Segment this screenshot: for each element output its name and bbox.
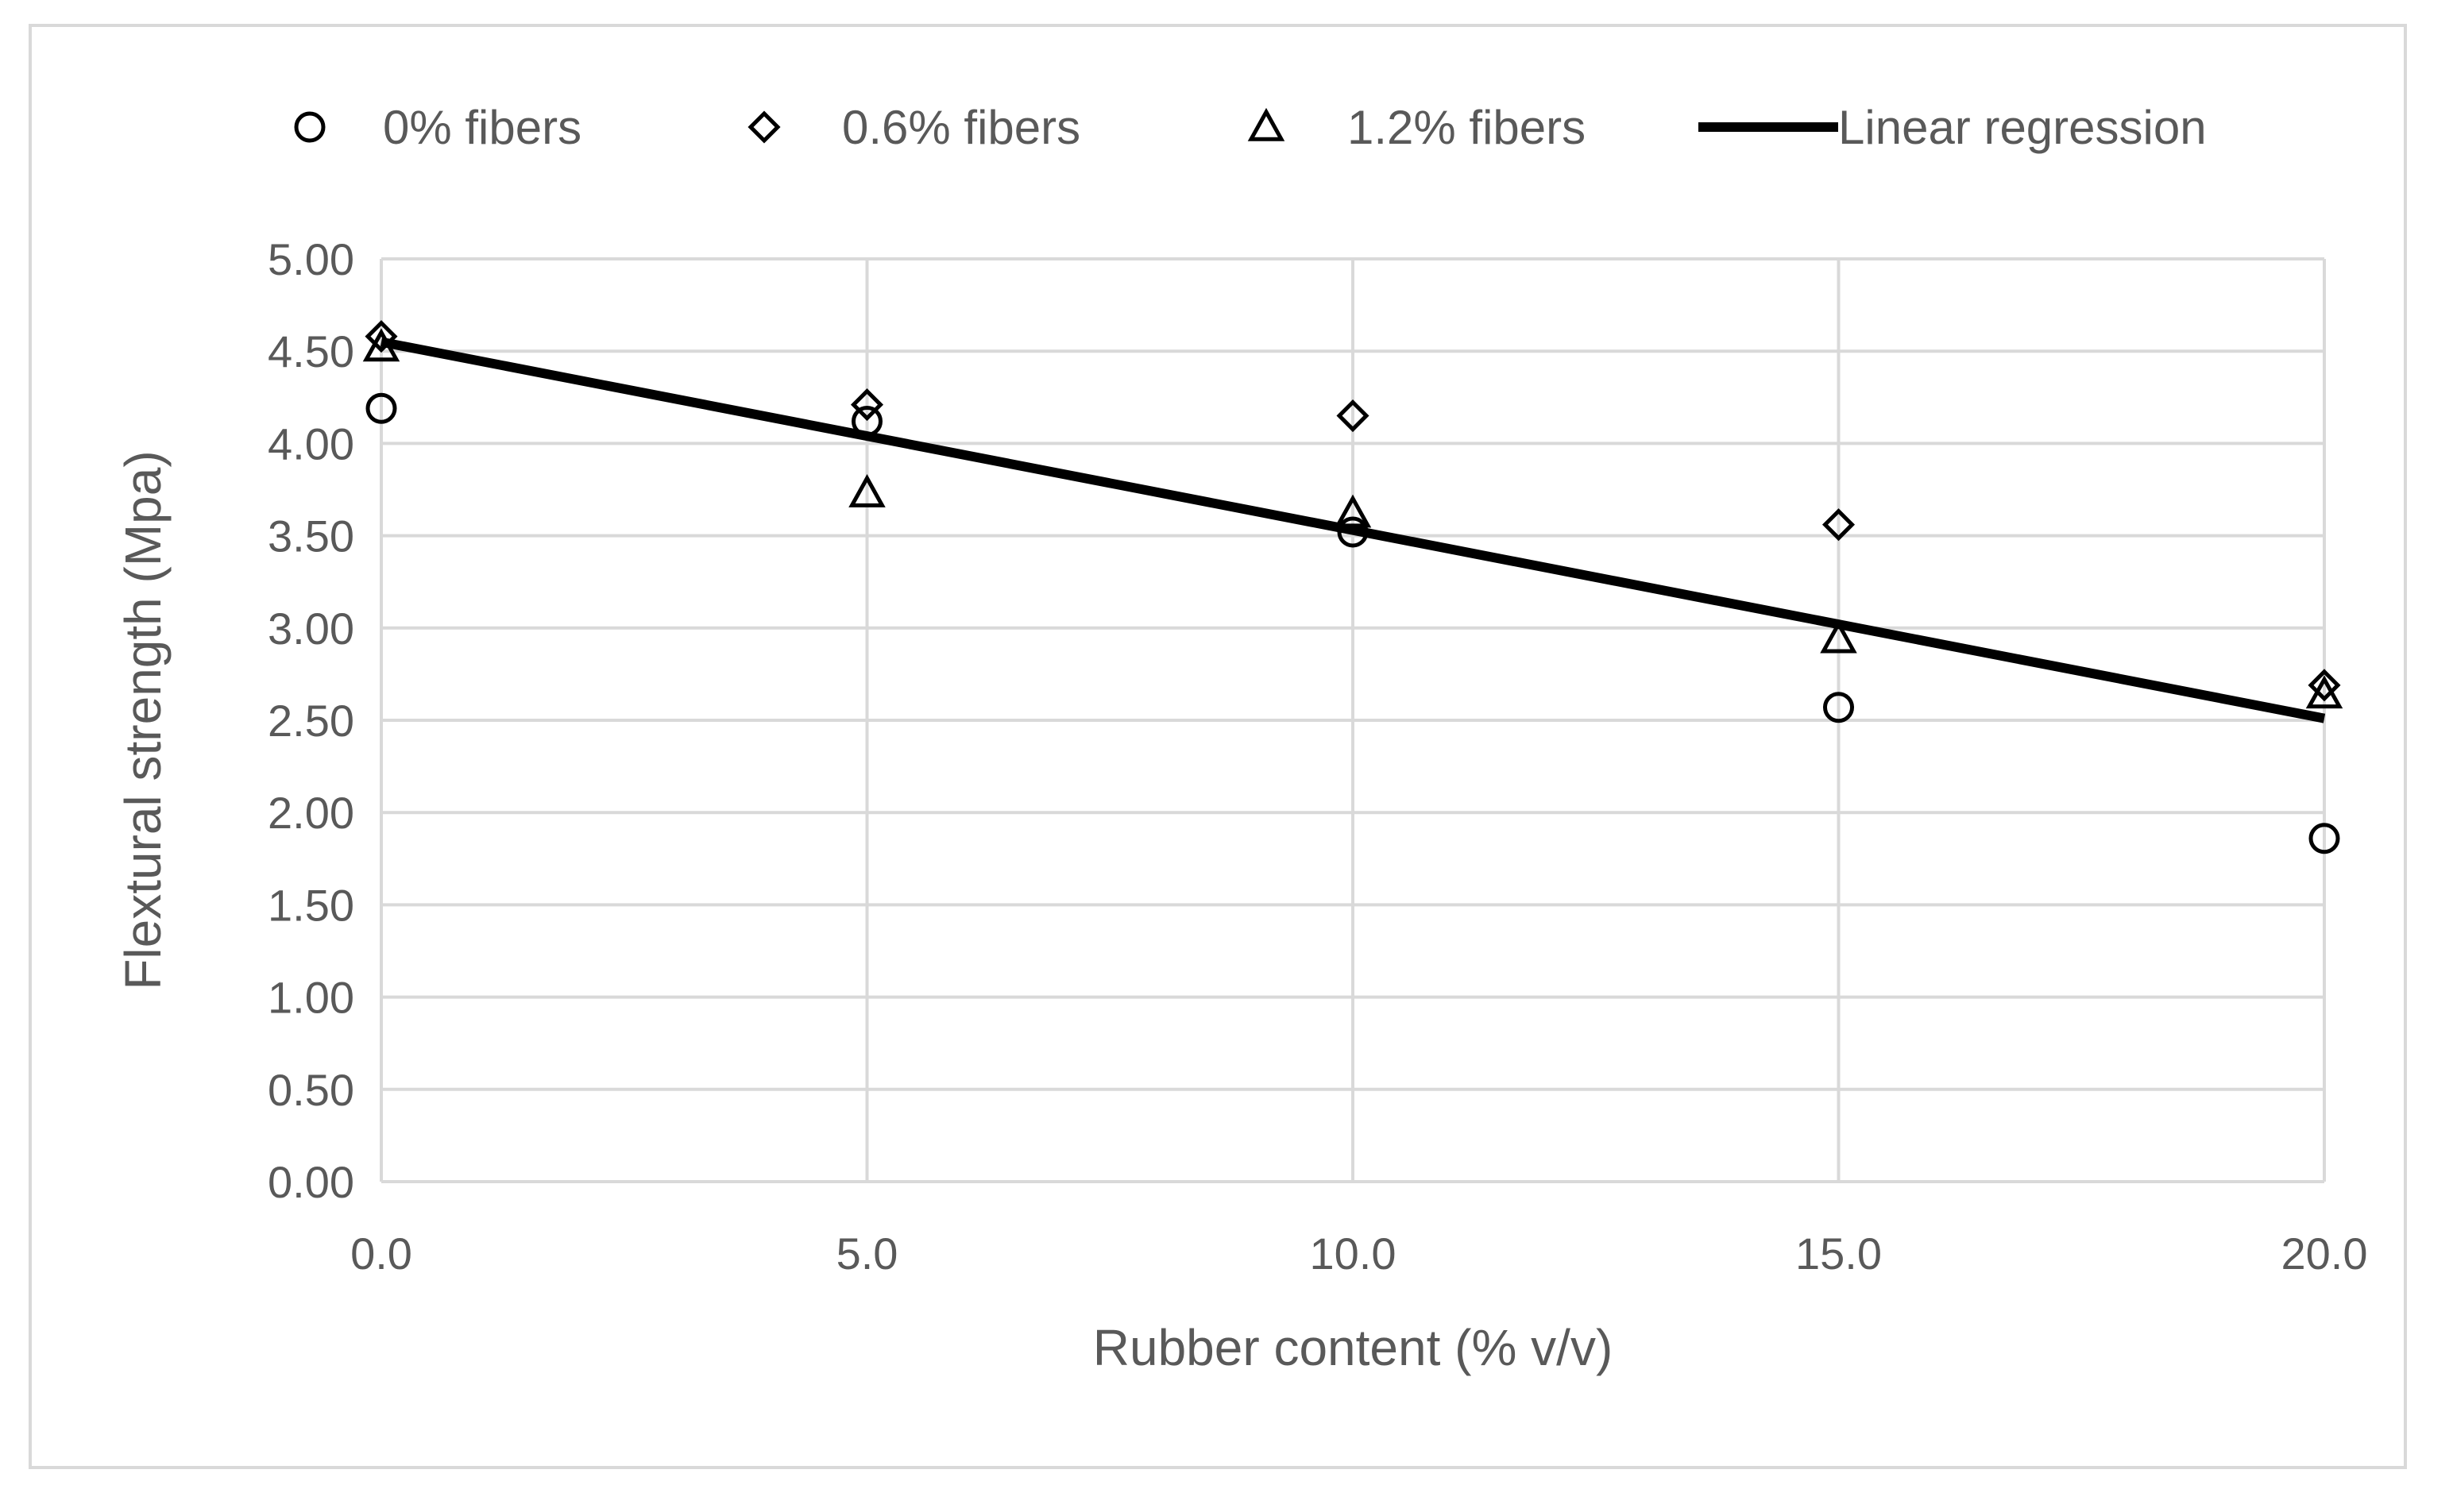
circle-point	[2308, 823, 2340, 854]
y-tick-label: 1.00	[268, 973, 354, 1023]
x-tick-label: 10.0	[1310, 1228, 1396, 1279]
y-tick-label: 0.00	[268, 1157, 354, 1207]
diamond-point	[2308, 669, 2341, 702]
triangle-point	[362, 328, 400, 362]
y-tick-label: 3.00	[268, 604, 354, 654]
legend: 0% fibers 0.6% fibers 1.2% fibers Linear re…	[294, 101, 2207, 154]
grid-layer	[380, 257, 2326, 1183]
y-tick-label: 2.00	[268, 788, 354, 838]
x-tick-label: 15.0	[1795, 1228, 1882, 1279]
y-tick-label: 0.50	[268, 1065, 354, 1115]
circle-point	[1337, 516, 1369, 548]
y-tick-label: 3.50	[268, 511, 354, 561]
diamond-point	[1821, 508, 1856, 542]
circle-point	[1823, 692, 1854, 723]
triangle-point	[2305, 675, 2343, 709]
circle-point	[365, 392, 397, 424]
legend-label: 0% fibers	[383, 101, 581, 154]
diamond-point	[365, 320, 398, 353]
legend-label: 0.6% fibers	[842, 101, 1080, 154]
chart-frame: 0.00 0.50 1.00 1.50 2.00 2.50 3.00 3.50 4.00 4.50…	[29, 24, 2407, 1469]
x-axis-title: Rubber content (% v/v)	[1093, 1319, 1613, 1376]
legend-label: 1.2% fibers	[1347, 101, 1586, 154]
y-tick-label: 5.00	[268, 234, 354, 284]
x-tick-label: 20.0	[2281, 1228, 2368, 1279]
y-tick-label: 2.50	[268, 696, 354, 746]
y-tick-label: 4.50	[268, 326, 354, 376]
y-axis-title: Flextural strength (Mpa)	[114, 450, 172, 989]
triangle-point	[1820, 619, 1857, 654]
y-tick-label: 4.00	[268, 418, 354, 469]
legend-label: Linear regression	[1838, 101, 2207, 154]
triangle-point	[848, 474, 886, 507]
triangle-point	[1334, 494, 1372, 528]
legend-diamond-swatch	[747, 110, 781, 144]
scatter-chart: 0.00 0.50 1.00 1.50 2.00 2.50 3.00 3.50 4.00 4.50…	[114, 101, 2368, 1376]
axis-layer: 0.00 0.50 1.00 1.50 2.00 2.50 3.00 3.50 4.00 4.50…	[268, 234, 2368, 1279]
y-tick-label: 1.50	[268, 880, 354, 930]
x-tick-label: 5.0	[836, 1228, 898, 1279]
diamond-point	[1336, 399, 1369, 433]
x-tick-label: 0.0	[350, 1228, 412, 1279]
circle-point	[852, 406, 883, 438]
regression-line	[380, 337, 2326, 723]
diamond-point	[850, 388, 884, 422]
legend-circle-swatch	[294, 111, 326, 143]
legend-triangle-swatch	[1247, 107, 1285, 141]
series-layer	[362, 320, 2343, 854]
